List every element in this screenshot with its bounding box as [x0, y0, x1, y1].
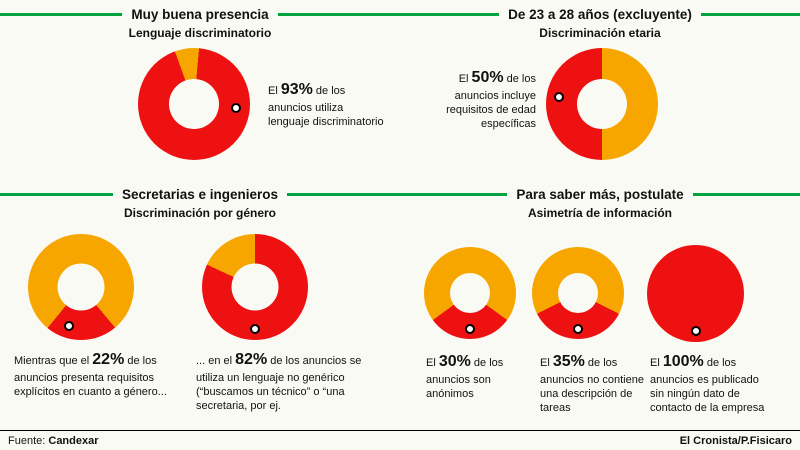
section-header-top-left: Muy buena presencia	[0, 6, 401, 22]
annotation-prefix: Mientras que el	[14, 355, 93, 367]
donut-chart-anonimos	[424, 247, 516, 339]
annotation-100-percent: El 100% de los anuncios es publicado sin…	[650, 352, 768, 416]
green-rule	[287, 192, 400, 196]
source-value: Candexar	[48, 435, 99, 447]
donut-hole	[57, 263, 105, 311]
callout-dot	[465, 324, 475, 334]
green-rule	[692, 192, 800, 196]
chart-subtitle-etaria: Discriminación etaria	[539, 26, 661, 40]
donut-chart-genero-lenguaje	[202, 234, 308, 340]
annotation-82-percent: ... en el 82% de los anuncios se utiliza…	[196, 350, 380, 414]
green-rule	[400, 192, 508, 196]
callout-dot	[64, 321, 74, 331]
annotation-50-percent: El 50% de los anuncios incluye requisito…	[422, 68, 536, 132]
callout-dot	[554, 92, 564, 102]
callout-dot	[573, 324, 583, 334]
callout-dot	[231, 103, 241, 113]
annotation-prefix: ... en el	[196, 355, 236, 367]
green-rule	[0, 192, 113, 196]
annotation-suffix: de los anuncios presenta requisitos expl…	[14, 355, 167, 399]
annotation-prefix: El	[650, 357, 663, 369]
annotation-suffix: de los anuncios se utiliza un lenguaje n…	[196, 355, 362, 413]
annotation-prefix: El	[426, 357, 439, 369]
donut-chart-sin-contacto	[647, 245, 744, 342]
donut-hole	[169, 79, 219, 129]
section-header-bottom-right: Para saber más, postulate	[400, 186, 800, 202]
source-credit: Fuente: Candexar	[8, 435, 99, 447]
annotation-prefix: El	[268, 85, 281, 97]
callout-dot	[691, 326, 701, 336]
donut-hole	[577, 79, 627, 129]
annotation-value: 82%	[235, 351, 268, 368]
annotation-suffix: de los anuncios incluye requisitos de ed…	[446, 73, 536, 131]
annotation-value: 50%	[471, 69, 504, 86]
footer-divider	[0, 430, 800, 431]
annotation-suffix: de los anuncios son anónimos	[426, 357, 504, 401]
donut-chart-sin-descripcion	[532, 247, 624, 339]
annotation-93-percent: El 93% de los anuncios utiliza lenguaje …	[268, 80, 384, 129]
annotation-suffix: de los anuncios no contiene una descripc…	[540, 357, 644, 415]
annotation-value: 22%	[92, 351, 125, 368]
section-header-bottom-left: Secretarias e ingenieros	[0, 186, 400, 202]
donut-hole	[231, 263, 279, 311]
section-title: Para saber más, postulate	[516, 186, 684, 202]
green-rule	[400, 12, 500, 16]
section-header-top-right: De 23 a 28 años (excluyente)	[400, 6, 800, 22]
annotation-suffix: de los anuncios es publicado sin ningún …	[650, 357, 765, 415]
callout-dot	[250, 324, 260, 334]
green-rule	[277, 12, 401, 16]
chart-subtitle-asimetria: Asimetría de información	[527, 206, 673, 220]
section-title: De 23 a 28 años (excluyente)	[508, 6, 692, 22]
annotation-30-percent: El 30% de los anuncios son anónimos	[426, 352, 514, 401]
annotation-35-percent: El 35% de los anuncios no contiene una d…	[540, 352, 646, 416]
chart-subtitle-lenguaje: Lenguaje discriminatorio	[128, 26, 272, 40]
annotation-value: 35%	[552, 353, 585, 370]
source-label: Fuente:	[8, 435, 46, 447]
donut-hole	[450, 273, 490, 313]
annotation-value: 100%	[662, 353, 704, 370]
donut-chart-genero-requisitos	[28, 234, 134, 340]
chart-subtitle-genero: Discriminación por género	[123, 206, 277, 220]
donut-chart-lenguaje-discriminatorio	[138, 48, 250, 160]
author-credit: El Cronista/P.Fisicaro	[679, 435, 792, 447]
annotation-suffix: de los anuncios utiliza lenguaje discrim…	[268, 85, 384, 129]
annotation-value: 93%	[280, 81, 313, 98]
section-title: Muy buena presencia	[131, 6, 269, 22]
annotation-prefix: El	[540, 357, 553, 369]
annotation-22-percent: Mientras que el 22% de los anuncios pres…	[14, 350, 172, 399]
donut-hole	[558, 273, 598, 313]
section-title: Secretarias e ingenieros	[121, 186, 279, 202]
annotation-prefix: El	[458, 73, 472, 85]
annotation-value: 30%	[438, 353, 471, 370]
donut-chart-discriminacion-etaria	[546, 48, 658, 160]
green-rule	[0, 12, 123, 16]
green-rule	[700, 12, 800, 16]
